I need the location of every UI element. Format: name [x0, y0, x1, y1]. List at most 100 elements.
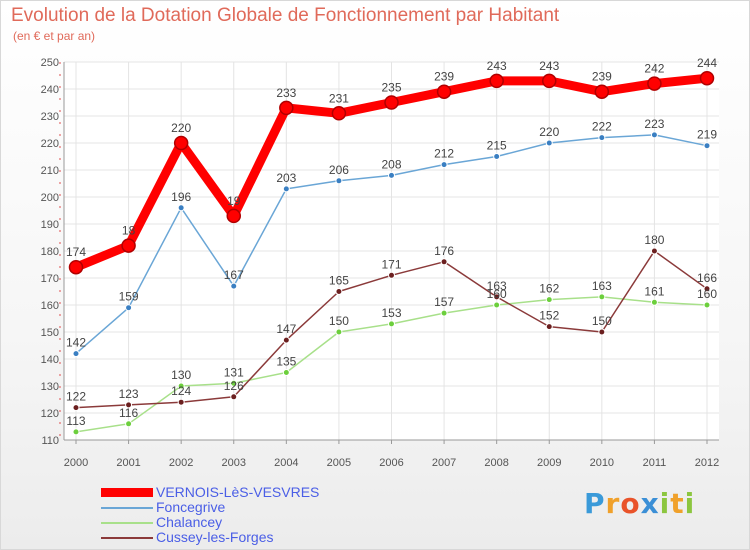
data-label: 131	[224, 365, 244, 379]
data-point	[331, 106, 347, 121]
data-label: 163	[487, 279, 507, 293]
data-label: 135	[276, 355, 296, 369]
data-point	[335, 288, 343, 295]
legend-swatch	[101, 506, 153, 509]
data-label: 220	[171, 121, 191, 135]
data-point	[493, 301, 501, 309]
logo-letter: o	[620, 487, 641, 520]
data-point	[72, 428, 80, 436]
data-point	[388, 171, 395, 179]
data-point	[388, 320, 395, 328]
data-point	[650, 298, 658, 306]
data-point	[703, 285, 711, 293]
data-point	[226, 208, 241, 224]
data-label: 167	[224, 268, 244, 282]
y-tick-label: 210	[41, 165, 59, 177]
data-point	[177, 398, 185, 406]
data-label: 161	[644, 284, 664, 298]
data-label: 166	[697, 271, 717, 285]
x-tick-label: 2004	[274, 457, 298, 469]
data-label: 159	[119, 290, 139, 304]
y-tick-label: 200	[41, 192, 59, 204]
proxiti-logo: Proxiti	[584, 487, 695, 520]
data-point	[545, 296, 553, 304]
x-tick-label: 2010	[590, 457, 614, 469]
data-point	[650, 247, 658, 255]
logo-letter: i	[684, 487, 696, 520]
data-label: 142	[66, 336, 86, 350]
data-point	[282, 185, 290, 193]
x-tick-label: 2008	[484, 457, 508, 469]
data-point	[282, 369, 290, 376]
data-label: 116	[119, 406, 138, 420]
data-label: 130	[171, 368, 191, 382]
data-point	[545, 139, 553, 147]
y-tick-label: 110	[41, 435, 59, 447]
data-label: 215	[487, 139, 507, 153]
logo-letter: x	[640, 487, 660, 520]
data-label: 122	[66, 390, 86, 404]
data-label: 160	[487, 287, 507, 301]
x-tick-label: 2011	[643, 457, 667, 469]
data-point	[647, 76, 662, 91]
legend-swatch	[101, 536, 153, 539]
data-point	[335, 328, 343, 336]
data-point	[598, 134, 606, 142]
y-tick-label: 170	[41, 273, 59, 285]
data-point	[440, 161, 448, 169]
legend-item: VERNOIS-LèS-VESVRES	[101, 485, 319, 500]
data-point	[703, 142, 711, 150]
legend-label: Foncegrive	[156, 499, 226, 515]
data-point	[598, 293, 606, 301]
data-label: 206	[329, 163, 349, 177]
legend-item: Cussey-les-Forges	[101, 530, 319, 545]
x-tick-label: 2000	[64, 457, 88, 469]
data-label: 223	[644, 117, 664, 131]
data-point	[173, 135, 189, 151]
y-tick-label: 140	[41, 354, 59, 366]
data-label: 18	[122, 224, 136, 238]
data-point	[125, 420, 133, 428]
x-tick-label: 2001	[116, 457, 140, 469]
data-label: 203	[276, 171, 296, 185]
data-label: 19	[227, 194, 241, 208]
legend-item: Chalancey	[101, 515, 319, 530]
data-label: 219	[697, 128, 717, 142]
data-point	[489, 73, 504, 89]
y-tick-label: 190	[41, 219, 59, 231]
legend-item: Foncegrive	[101, 500, 319, 515]
data-point	[125, 401, 133, 409]
data-point	[384, 95, 399, 110]
data-point	[125, 304, 133, 312]
data-point	[68, 259, 84, 275]
y-tick-label: 180	[41, 246, 59, 258]
data-label: 235	[381, 81, 401, 95]
data-label: 171	[381, 257, 401, 271]
chart-subtitle: (en € et par an)	[13, 29, 96, 43]
legend-label: Chalancey	[156, 514, 223, 530]
logo-letter: t	[670, 487, 685, 520]
data-label: 174	[66, 245, 86, 259]
data-label: 180	[644, 233, 664, 247]
data-label: 157	[434, 295, 454, 309]
x-tick-label: 2009	[537, 457, 561, 469]
data-label: 123	[119, 387, 139, 401]
data-label: 196	[171, 190, 191, 204]
data-point	[335, 177, 343, 185]
data-point	[440, 258, 448, 266]
data-point	[72, 404, 80, 412]
y-tick-label: 160	[41, 300, 59, 312]
data-label: 150	[592, 314, 612, 328]
legend-label: VERNOIS-LèS-VESVRES	[156, 484, 320, 500]
data-point	[594, 84, 610, 99]
data-label: 243	[539, 59, 559, 73]
y-tick-label: 120	[41, 408, 59, 420]
data-point	[493, 293, 501, 301]
y-tick-label: 130	[41, 381, 59, 393]
logo-letter: r	[605, 487, 621, 520]
logo-letter: P	[584, 487, 606, 520]
x-tick-label: 2003	[222, 457, 246, 469]
data-label: 165	[329, 274, 349, 288]
y-tick-label: 230	[41, 111, 59, 123]
